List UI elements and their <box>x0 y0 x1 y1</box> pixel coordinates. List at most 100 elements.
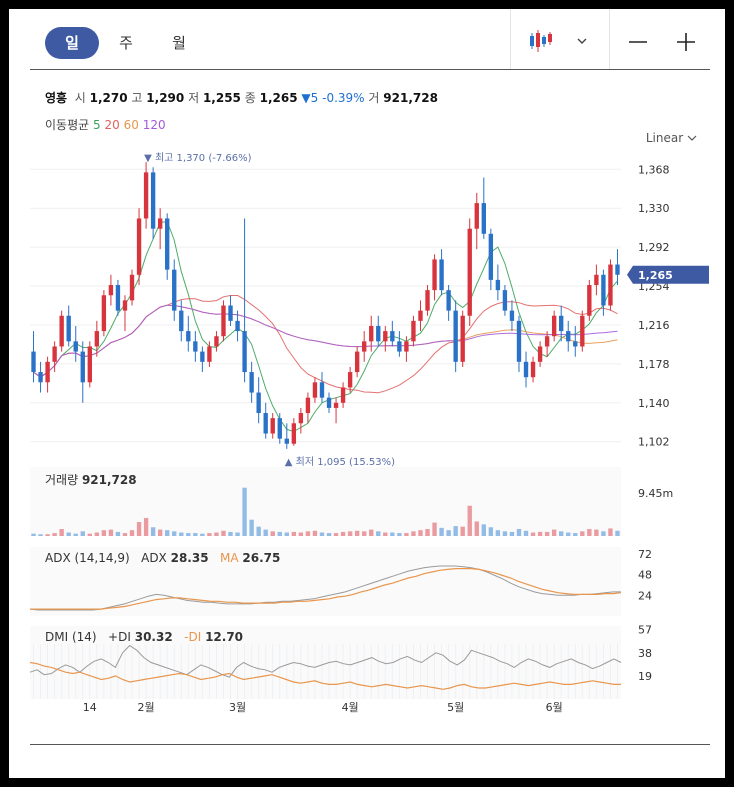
adx-line <box>29 565 621 611</box>
adx-tick-label: 24 <box>638 589 652 602</box>
candle <box>354 346 360 378</box>
price-tick-label: 1,216 <box>638 319 670 332</box>
candle <box>573 325 578 357</box>
candle <box>193 331 198 362</box>
candle-body <box>207 346 212 362</box>
volume-bar <box>573 533 578 536</box>
toolbar-divider <box>609 9 610 69</box>
candle <box>122 295 128 332</box>
tab-week[interactable]: 주 <box>119 34 133 52</box>
volume-bar <box>108 529 114 536</box>
volume-bar <box>481 524 486 536</box>
candle-body <box>186 331 191 342</box>
candle <box>108 274 114 306</box>
price-tick-label: 1,292 <box>638 241 670 254</box>
candle-body <box>136 218 142 275</box>
candle <box>432 254 437 301</box>
candle <box>150 167 156 239</box>
low-value: 1,255 <box>202 91 241 105</box>
candle-body <box>319 382 325 398</box>
candle <box>200 346 205 373</box>
mdi-label: -DI <box>184 630 202 644</box>
candle-body <box>94 331 100 347</box>
candle <box>242 218 247 383</box>
volume-bar <box>340 531 346 536</box>
candle <box>404 336 409 362</box>
volume-bar <box>73 533 78 536</box>
volume-bar <box>193 533 198 536</box>
ma-120: 120 <box>142 118 166 132</box>
candlestick-icon[interactable] <box>527 27 557 57</box>
volume-bar <box>45 534 50 536</box>
tab-day[interactable]: 일 <box>45 27 99 59</box>
candle <box>101 290 107 337</box>
ma-60: 60 <box>123 118 139 132</box>
candle <box>383 325 388 352</box>
x-tick-label: 3월 <box>229 701 246 714</box>
volume-bar <box>608 528 613 536</box>
volume-bar <box>87 533 92 536</box>
change-value: 5 <box>310 91 319 105</box>
minus-icon[interactable] <box>627 31 649 53</box>
candle <box>207 341 212 367</box>
candle <box>31 331 36 383</box>
volume-bar <box>502 531 508 536</box>
change-percent: -0.39% <box>322 91 365 105</box>
chevron-down-icon[interactable] <box>575 33 589 47</box>
candle-body <box>601 274 606 306</box>
volume-bar <box>312 530 318 536</box>
candle <box>544 331 550 357</box>
candle-body <box>369 325 374 342</box>
price-tick-label: 1,330 <box>638 202 670 215</box>
volume-bar <box>249 519 254 536</box>
open-label: 시 <box>74 91 86 105</box>
candle <box>530 356 536 383</box>
candle <box>249 361 254 403</box>
candle-body <box>615 264 620 275</box>
plus-icon[interactable] <box>675 31 697 53</box>
volume-bar <box>298 532 304 536</box>
candle-body <box>80 351 85 383</box>
candle <box>608 259 613 311</box>
candle <box>411 315 416 347</box>
candle-body <box>580 315 585 347</box>
tab-month[interactable]: 월 <box>172 34 186 52</box>
volume-bar <box>277 531 282 536</box>
high-label: 고 <box>131 91 143 105</box>
candle <box>228 295 233 326</box>
open-value: 1,270 <box>89 91 128 105</box>
volume-bar <box>376 531 381 536</box>
candle <box>59 310 64 352</box>
volume-bar <box>115 531 121 536</box>
candle <box>495 264 501 301</box>
candle-body <box>418 310 423 321</box>
volume-bar <box>165 530 170 536</box>
volume-bar <box>31 533 36 536</box>
price-tick-label: 1,368 <box>638 163 670 176</box>
ma-line-5 <box>33 220 618 433</box>
candle-body <box>376 325 381 342</box>
scale-mode-selector[interactable]: Linear <box>646 131 697 145</box>
ma-line-60 <box>33 304 618 378</box>
candle <box>319 372 325 403</box>
candle <box>87 341 92 388</box>
volume-bar <box>594 529 599 536</box>
candle-body <box>587 285 592 316</box>
candle <box>369 315 374 352</box>
candle <box>439 249 444 296</box>
volume-bar <box>59 529 64 536</box>
volume-bar <box>390 532 395 536</box>
volume-bar <box>446 530 451 536</box>
volume-bar <box>601 531 606 536</box>
candle <box>73 325 78 362</box>
candle <box>312 377 318 403</box>
max-price-label: ▼ 최고 1,370 (-7.66%) <box>144 152 252 164</box>
mdi-value: 12.70 <box>205 630 244 644</box>
candle-body <box>221 305 226 337</box>
candle <box>347 366 353 393</box>
candle <box>523 351 529 388</box>
volume-bar <box>509 531 515 536</box>
candle-body <box>263 413 268 434</box>
candle-body <box>284 438 289 444</box>
candle <box>425 285 430 316</box>
